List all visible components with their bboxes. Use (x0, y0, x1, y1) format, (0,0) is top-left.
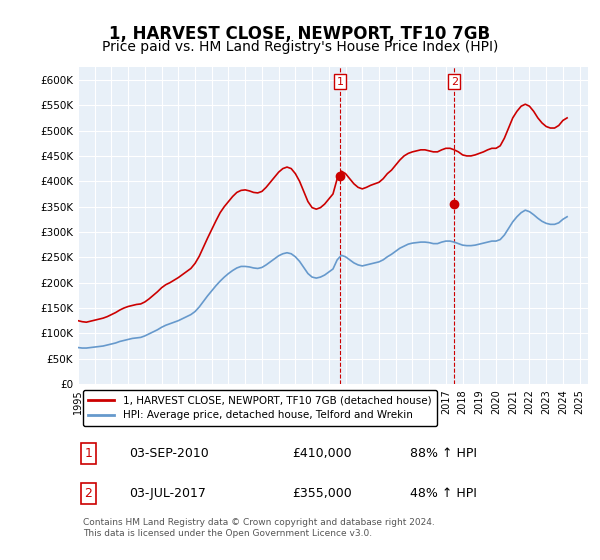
Text: £355,000: £355,000 (292, 487, 352, 500)
Text: 1: 1 (337, 77, 344, 87)
Text: 2: 2 (84, 487, 92, 500)
Text: 03-SEP-2010: 03-SEP-2010 (129, 447, 209, 460)
Text: £410,000: £410,000 (292, 447, 352, 460)
Text: 03-JUL-2017: 03-JUL-2017 (129, 487, 206, 500)
Text: 48% ↑ HPI: 48% ↑ HPI (409, 487, 476, 500)
Text: 1: 1 (84, 447, 92, 460)
Text: 88% ↑ HPI: 88% ↑ HPI (409, 447, 476, 460)
Text: 2: 2 (451, 77, 458, 87)
Legend: 1, HARVEST CLOSE, NEWPORT, TF10 7GB (detached house), HPI: Average price, detach: 1, HARVEST CLOSE, NEWPORT, TF10 7GB (det… (83, 390, 437, 426)
Text: Contains HM Land Registry data © Crown copyright and database right 2024.
This d: Contains HM Land Registry data © Crown c… (83, 519, 435, 538)
Text: 1, HARVEST CLOSE, NEWPORT, TF10 7GB: 1, HARVEST CLOSE, NEWPORT, TF10 7GB (109, 25, 491, 43)
Text: Price paid vs. HM Land Registry's House Price Index (HPI): Price paid vs. HM Land Registry's House … (102, 40, 498, 54)
